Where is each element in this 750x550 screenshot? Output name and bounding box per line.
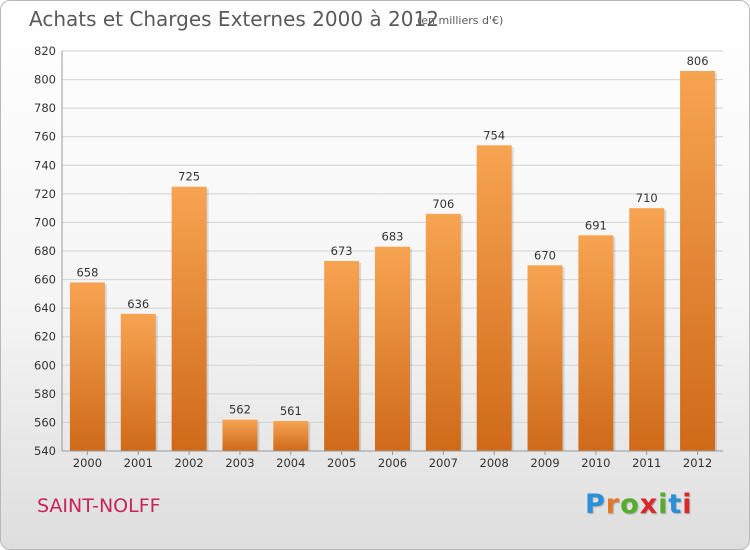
value-label-2008: 754 <box>483 128 505 142</box>
x-tick-label-2003: 2003 <box>225 456 254 470</box>
y-tick-label: 620 <box>34 330 56 344</box>
x-tick-label-2010: 2010 <box>581 456 610 470</box>
y-tick-label: 580 <box>34 387 56 401</box>
y-tick-label: 560 <box>34 415 56 429</box>
x-tick-label-2008: 2008 <box>480 456 509 470</box>
x-tick-label-2009: 2009 <box>530 456 559 470</box>
y-tick-label: 720 <box>34 187 56 201</box>
y-tick-label: 640 <box>34 301 56 315</box>
value-label-2002: 725 <box>178 170 200 184</box>
bar-2003 <box>222 419 258 451</box>
x-tick-label-2007: 2007 <box>429 456 458 470</box>
y-tick-label: 680 <box>34 244 56 258</box>
value-label-2001: 636 <box>127 297 149 311</box>
value-label-2011: 710 <box>636 191 658 205</box>
value-label-2004: 561 <box>280 404 302 418</box>
bar-2008 <box>476 145 512 452</box>
y-tick-label: 780 <box>34 101 56 115</box>
x-tick-label-2000: 2000 <box>73 456 102 470</box>
value-label-2000: 658 <box>76 265 98 279</box>
y-tick-label: 820 <box>34 44 56 58</box>
logo-letter: r <box>605 489 621 520</box>
axes: 540 560 580 600 620 640 660 680 700 720 740 760 780 8… <box>34 44 723 470</box>
bar-2011 <box>629 208 665 451</box>
bar-2009 <box>527 265 563 451</box>
logo-letter: o <box>620 489 640 520</box>
value-label-2006: 683 <box>382 230 404 244</box>
commune-name: SAINT-NOLFF <box>37 495 161 517</box>
bar-2001 <box>120 313 156 451</box>
bar-2000 <box>69 282 105 451</box>
logo-letter: t <box>668 489 683 520</box>
x-tick-label-2004: 2004 <box>276 456 305 470</box>
logo-letter: i <box>682 489 693 520</box>
proxiti-logo: Proxiti <box>585 489 693 520</box>
x-tick-label-2002: 2002 <box>174 456 203 470</box>
bar-2010 <box>578 235 614 451</box>
bar-2004 <box>273 421 309 451</box>
chart-title: Achats et Charges Externes 2000 à 2012 <box>29 7 439 31</box>
value-label-2005: 673 <box>331 244 353 258</box>
chart-unit: (en milliers d'€) <box>417 14 504 27</box>
logo-letter: x <box>639 489 659 520</box>
value-label-2009: 670 <box>534 248 556 262</box>
x-tick-label-2001: 2001 <box>124 456 153 470</box>
bar-2002 <box>171 186 207 451</box>
logo-letter: P <box>585 489 606 520</box>
value-labels: 658 636 725 562 561 673 683 706 754 670 691 710 806 <box>76 54 708 418</box>
value-label-2010: 691 <box>585 218 607 232</box>
y-tick-label: 600 <box>34 358 56 372</box>
x-tick-label-2005: 2005 <box>327 456 356 470</box>
y-tick-label: 760 <box>34 130 56 144</box>
bar-2006 <box>375 246 410 451</box>
y-tick-label: 540 <box>34 444 56 458</box>
x-tick-label-2006: 2006 <box>378 456 407 470</box>
bars <box>69 71 718 452</box>
x-tick-label-2012: 2012 <box>683 456 712 470</box>
value-label-2003: 562 <box>229 403 251 417</box>
bar-2005 <box>324 261 360 451</box>
value-label-2007: 706 <box>432 197 454 211</box>
value-label-2012: 806 <box>687 54 709 68</box>
y-tick-label: 800 <box>34 73 56 87</box>
y-tick-label: 740 <box>34 158 56 172</box>
bar-2007 <box>425 213 461 451</box>
y-tick-label: 660 <box>34 273 56 287</box>
bar-2012 <box>680 71 716 451</box>
x-tick-label-2011: 2011 <box>632 456 661 470</box>
logo-letter: i <box>658 489 669 520</box>
y-tick-label: 700 <box>34 215 56 229</box>
